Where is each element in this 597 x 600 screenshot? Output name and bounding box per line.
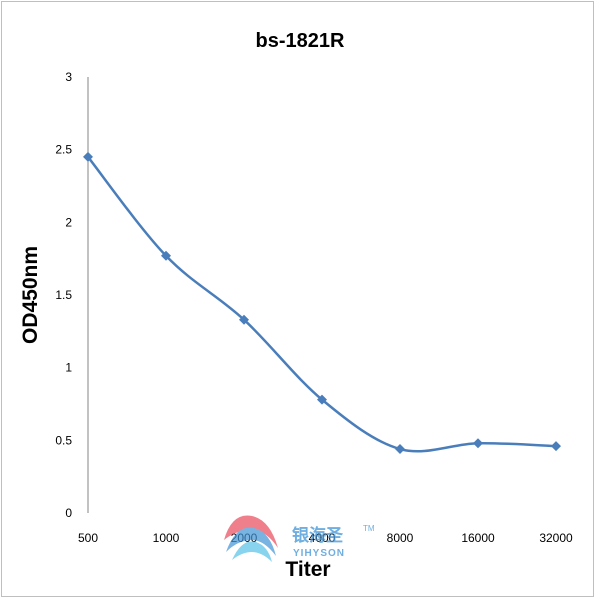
data-point-marker xyxy=(83,151,93,162)
data-point-marker xyxy=(317,394,327,405)
series-markers xyxy=(83,151,561,455)
data-point-marker xyxy=(239,314,249,325)
data-point-marker xyxy=(551,441,561,452)
x-tick-label: 32000 xyxy=(539,531,573,545)
x-axis-label: Titer xyxy=(285,558,330,581)
data-point-marker xyxy=(161,250,171,261)
y-tick-label: 0.5 xyxy=(55,433,72,447)
watermark-brand-en: YIHYSON xyxy=(293,548,345,559)
data-point-marker xyxy=(395,444,405,455)
y-tick-label: 3 xyxy=(65,70,72,84)
yihyson-logo-icon xyxy=(224,515,278,562)
y-tick-label: 2.5 xyxy=(55,143,72,157)
data-point-marker xyxy=(473,438,483,449)
y-tick-labels: 0 0.5 1 1.5 2 2.5 3 xyxy=(55,70,72,520)
watermark-brand-cn: 银海圣 xyxy=(292,525,344,546)
x-tick-label: 8000 xyxy=(387,531,414,545)
x-tick-label: 500 xyxy=(78,531,98,545)
y-tick-label: 0 xyxy=(65,506,72,520)
y-tick-label: 1.5 xyxy=(55,288,72,302)
x-tick-label: 1000 xyxy=(153,531,180,545)
x-tick-label: 4000 xyxy=(309,531,336,545)
x-tick-label: 16000 xyxy=(461,531,495,545)
y-tick-label: 1 xyxy=(65,361,72,375)
yihyson-watermark: 银海圣 TM YIHYSON xyxy=(224,515,375,562)
chart-title: bs-1821R xyxy=(256,30,345,52)
y-tick-label: 2 xyxy=(65,215,72,229)
y-axis-label: OD450nm xyxy=(19,246,42,344)
series-line xyxy=(87,156,557,453)
watermark-trademark: TM xyxy=(363,524,375,533)
